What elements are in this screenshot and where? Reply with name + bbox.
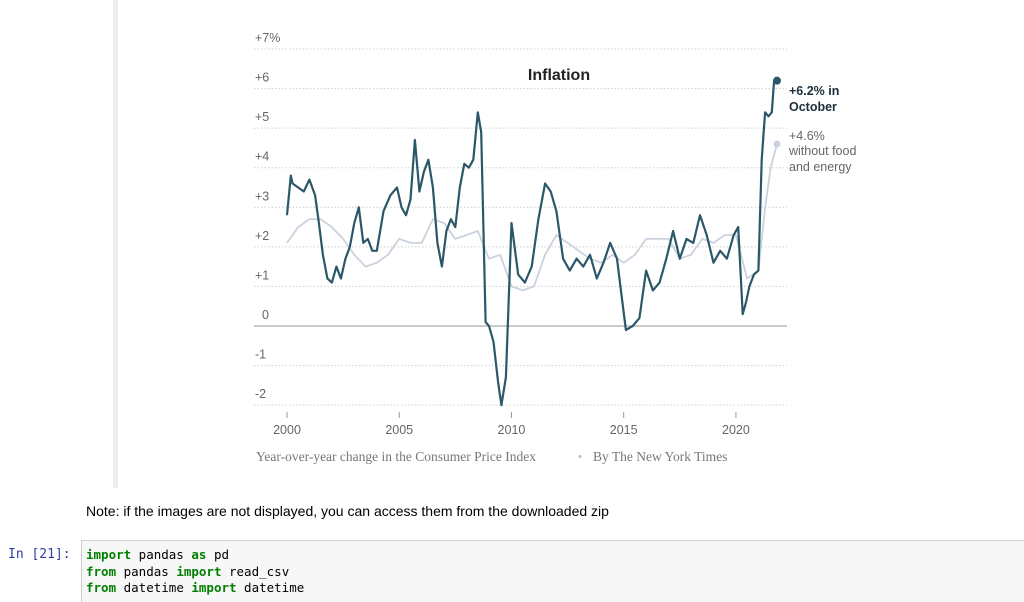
code-keyword: import — [86, 547, 132, 562]
caption-separator-dot — [578, 455, 582, 458]
code-token: pd — [206, 547, 230, 562]
code-keyword: import — [191, 580, 237, 595]
y-tick-label: +2 — [255, 229, 269, 243]
y-tick-label: -1 — [255, 348, 266, 362]
x-tick-label: 2005 — [385, 423, 413, 437]
code-cell[interactable]: In [21]: import pandas as pd from pandas … — [0, 538, 1024, 602]
y-tick-label: +5 — [255, 110, 269, 124]
notebook-output-margin — [113, 0, 118, 488]
chart-title: Inflation — [528, 67, 590, 84]
cell-prompt: In [21]: — [8, 547, 71, 562]
chart-caption: Year-over-year change in the Consumer Pr… — [256, 449, 536, 464]
x-tick-label: 2010 — [498, 423, 526, 437]
chart-credit: By The New York Times — [593, 449, 727, 464]
y-tick-label: +1 — [255, 268, 269, 282]
annotation-core-line2: without food — [788, 144, 856, 158]
annotation-cpi-line2: October — [789, 100, 837, 114]
code-line: from datetime import datetime — [86, 580, 1024, 597]
series-line-cpi — [285, 79, 777, 407]
y-tick-label: +3 — [255, 189, 269, 203]
code-token: datetime — [236, 580, 305, 595]
y-tick-label: -2 — [255, 387, 266, 401]
code-token: datetime — [116, 580, 192, 595]
code-line: import pandas as pd — [86, 547, 1024, 564]
y-tick-label: +6 — [255, 71, 269, 85]
y-tick-label: +7% — [255, 31, 280, 45]
note-text: Note: if the images are not displayed, y… — [86, 503, 609, 519]
x-tick-label: 2015 — [610, 423, 638, 437]
series-end-point-core — [773, 140, 781, 148]
x-tick-label: 2020 — [722, 423, 750, 437]
code-keyword: import — [176, 563, 222, 579]
series-end-point-cpi — [773, 76, 781, 85]
y-tick-label: +4 — [255, 150, 269, 164]
code-keyword: as — [191, 547, 207, 562]
inflation-chart: +7% +6 +5 +4 +3 +2 +1 0 -1 -2 2000 2005 2010 2015 2020… — [254, 31, 856, 464]
code-line: from pandas import read_csv — [86, 564, 1024, 581]
annotation-core-line1: +4.6% — [789, 129, 825, 143]
annotation-cpi-line1: +6.2% in — [789, 84, 839, 98]
x-tick-label: 2000 — [273, 423, 301, 437]
code-token: pandas — [116, 563, 177, 579]
code-token: read_csv — [221, 563, 290, 579]
code-keyword: from — [86, 563, 117, 579]
y-tick-label: 0 — [262, 308, 269, 322]
code-keyword: from — [86, 580, 117, 595]
code-token: pandas — [131, 547, 192, 562]
annotation-core-line3: and energy — [789, 160, 852, 174]
code-editor[interactable]: import pandas as pd from pandas import re… — [81, 540, 1024, 602]
